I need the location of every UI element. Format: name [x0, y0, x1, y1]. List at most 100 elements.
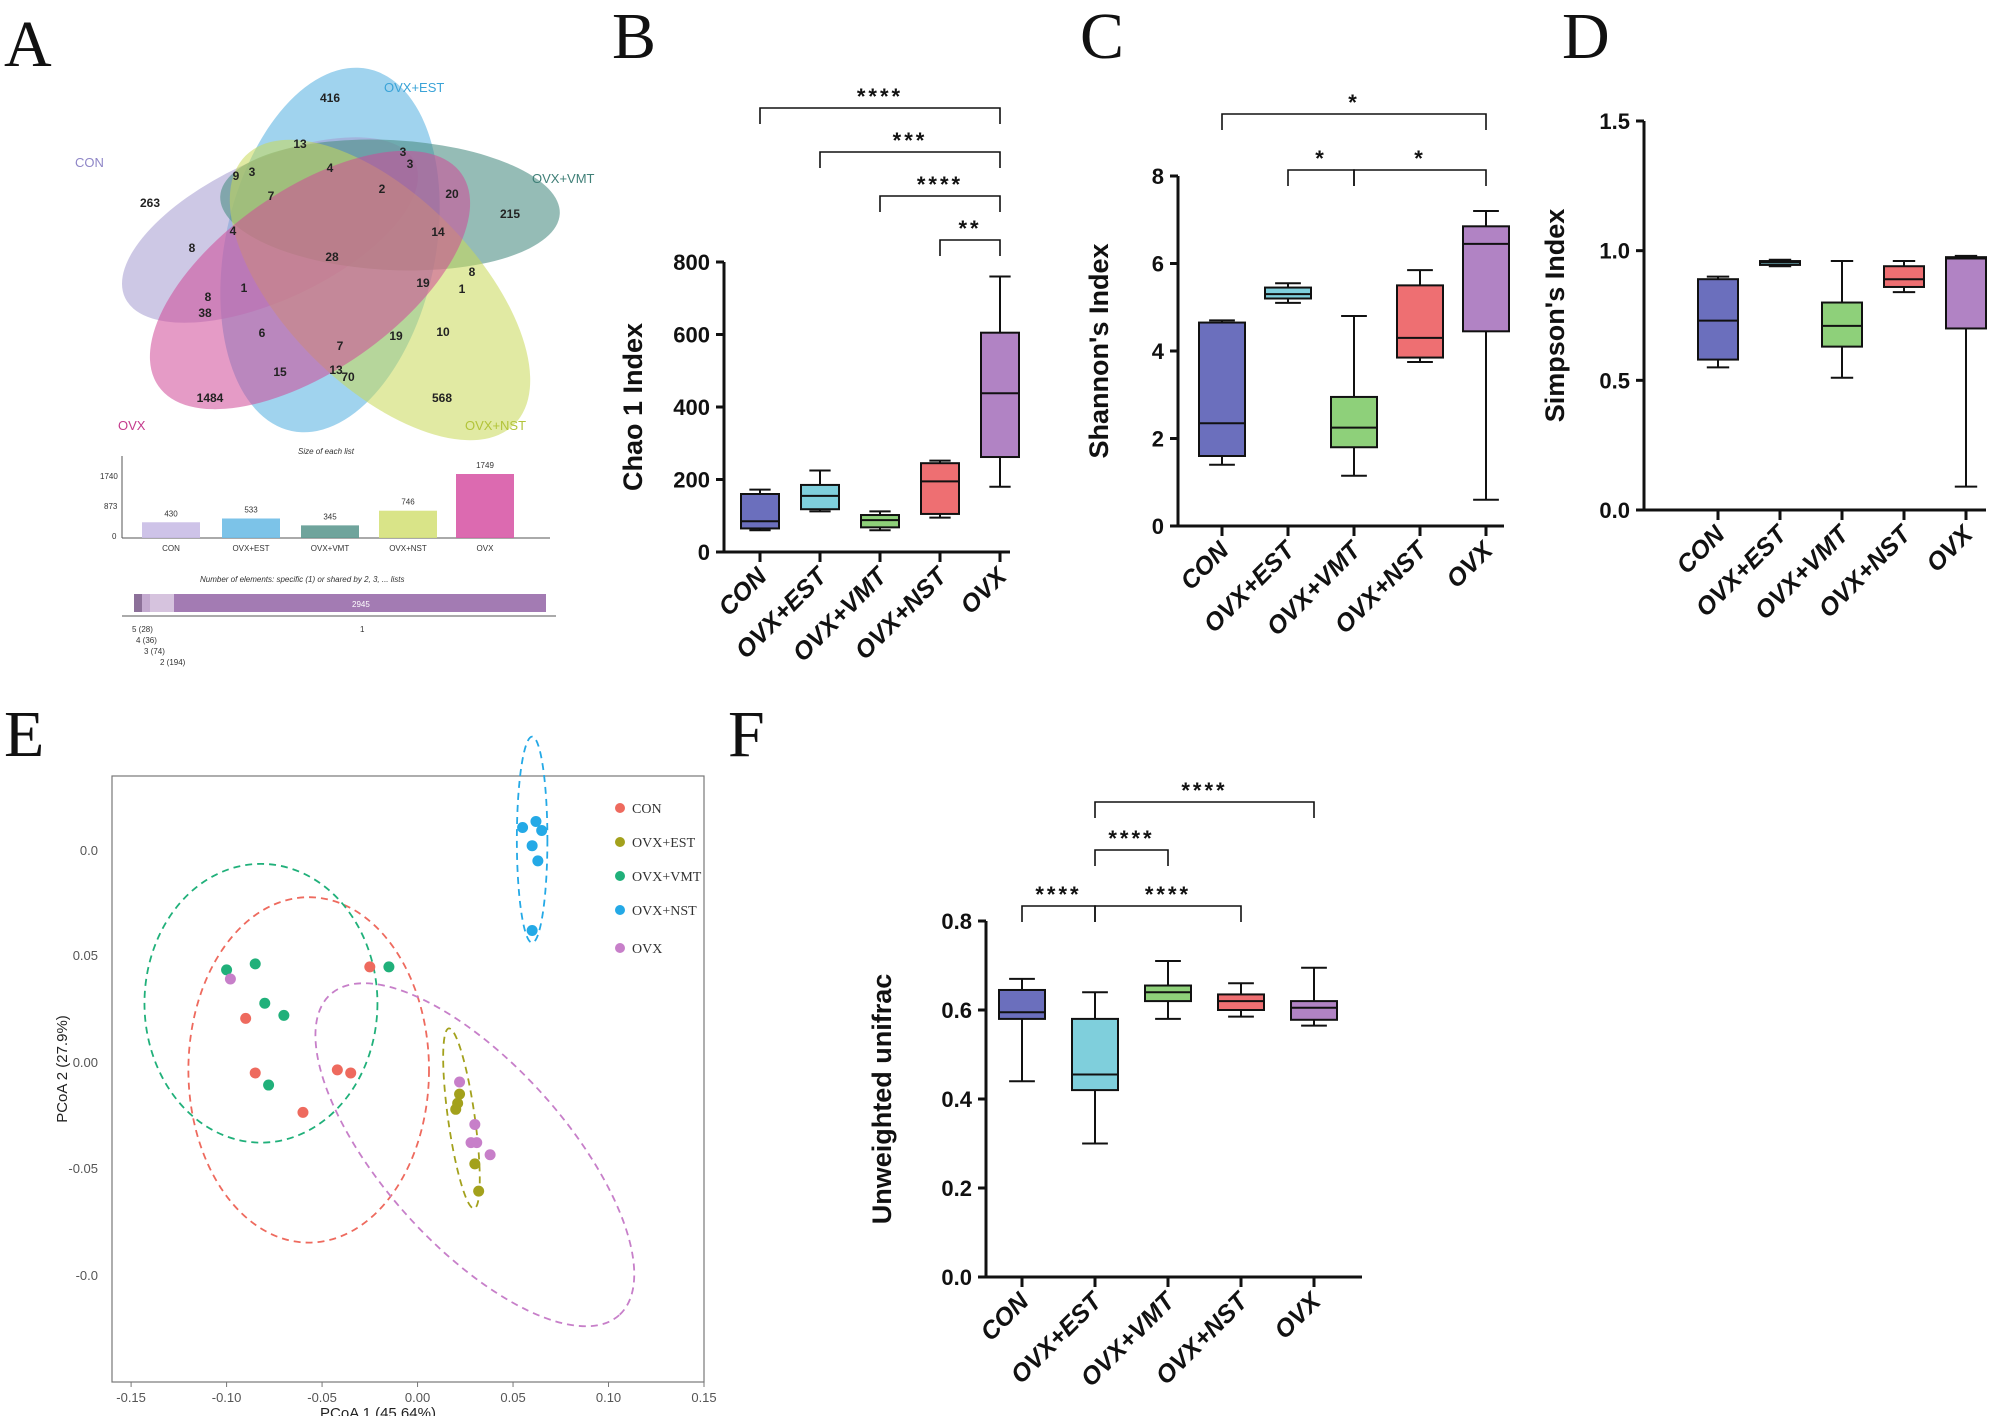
significance-label: **** [857, 84, 903, 109]
venn-number: 1 [241, 281, 248, 295]
venn-number: 28 [325, 250, 339, 264]
box [800, 483, 840, 511]
box [998, 988, 1046, 1020]
venn-number: 2 [379, 182, 386, 196]
x-tick-label: -0.10 [212, 1390, 242, 1405]
venn-shared-legend: 4 (36) [136, 636, 157, 645]
venn-number: 9 [233, 169, 240, 183]
data-point [536, 825, 548, 837]
significance-bracket [1094, 801, 1315, 818]
significance-label: * [1315, 146, 1327, 171]
venn-label-con: CON [75, 155, 104, 170]
venn-shared-seg [150, 594, 174, 612]
venn-number: 1484 [197, 391, 224, 405]
confidence-ellipse [187, 896, 430, 1244]
significance-label: **** [1181, 778, 1227, 803]
y-tick-label: 600 [673, 323, 710, 348]
data-point [224, 973, 236, 985]
venn-shared-seg [142, 594, 150, 612]
box [1821, 301, 1863, 348]
box [740, 493, 780, 530]
data-point [221, 964, 233, 976]
box [1396, 284, 1444, 359]
legend-marker [615, 871, 625, 881]
venn-number: 416 [320, 91, 340, 105]
data-point [484, 1149, 496, 1161]
legend-label: CON [632, 802, 662, 817]
venn-shared-total: 2945 [352, 600, 370, 609]
venn-bars: 430 CON 533 OVX+EST 345 OVX+VMT 746 OVX+NST 1749… [142, 461, 514, 553]
data-point [473, 1185, 485, 1197]
venn-number: 13 [329, 363, 343, 377]
data-point [383, 961, 395, 973]
data-point [278, 1009, 290, 1021]
data-point [469, 1118, 481, 1130]
venn-bar-category: OVX [477, 544, 495, 553]
data-point [454, 1088, 466, 1100]
venn-number: 3 [407, 157, 414, 171]
legend-label: OVX+NST [632, 904, 697, 919]
venn-label-ovx-vmt: OVX+VMT [532, 171, 595, 186]
venn-shared-legend: 3 (74) [144, 647, 165, 656]
x-tick-label: CON [975, 1287, 1035, 1347]
data-point [532, 855, 544, 867]
data-point [530, 815, 542, 827]
y-tick-label: -0.05 [68, 1161, 98, 1176]
significance-bracket [1021, 905, 1096, 922]
data-point [249, 1067, 261, 1079]
box [1945, 256, 1987, 330]
data-point [471, 1137, 483, 1149]
box [1462, 225, 1510, 333]
significance-bracket [879, 195, 1001, 212]
venn-number: 14 [431, 225, 445, 239]
venn-bar-title: Size of each list [298, 447, 355, 456]
box [1883, 265, 1925, 288]
venn-bar [456, 474, 514, 538]
venn-number: 70 [341, 370, 355, 384]
x-tick-label: OVX [955, 562, 1013, 620]
significance-label: **** [1035, 882, 1081, 907]
venn-shared-legend: 5 (28) [132, 625, 153, 634]
y-tick-label: 1.5 [1599, 109, 1630, 134]
venn-bar-value: 746 [401, 498, 415, 507]
venn-diagram: CON OVX+EST OVX+VMT OVX+NST OVX 41613339… [75, 67, 595, 667]
venn-number: 1 [459, 282, 466, 296]
significance-bracket [1287, 169, 1355, 186]
venn-shared-seg [134, 594, 142, 612]
x-tick-label: -0.05 [307, 1390, 337, 1405]
venn-label-ovx: OVX [118, 418, 146, 433]
significance-label: *** [893, 128, 928, 153]
venn-number: 568 [432, 391, 452, 405]
data-point [526, 925, 538, 937]
x-tick-label: 0.00 [405, 1390, 430, 1405]
box [1198, 321, 1246, 457]
significance-label: * [1348, 90, 1360, 115]
confidence-ellipse [143, 862, 379, 1144]
venn-bar-ytick: 873 [104, 502, 118, 511]
data-point [517, 822, 529, 834]
y-tick-label: 0 [698, 540, 710, 565]
plot-frame [111, 775, 705, 1383]
venn-bar [379, 510, 437, 538]
data-point [454, 1076, 466, 1088]
y-axis-title: Chao 1 Index [618, 323, 648, 491]
x-tick-label: 0.10 [596, 1390, 621, 1405]
venn-bar-ytick: 0 [112, 532, 117, 541]
panel-label-e: E [4, 698, 44, 771]
data-point [345, 1067, 357, 1079]
y-tick-label: 0.8 [941, 909, 972, 934]
x-tick-label: OVX [1921, 520, 1979, 578]
venn-number: 20 [445, 187, 459, 201]
chart-pcoa: -0.15 -0.10 -0.05 0.00 0.05 0.10 0.15 0.0 0.05 0.… [54, 735, 717, 1416]
data-point [297, 1106, 309, 1118]
venn-number: 7 [337, 339, 344, 353]
y-axis-title: Unweighted unifrac [867, 974, 897, 1225]
venn-number: 10 [436, 325, 450, 339]
data-point [259, 997, 271, 1009]
venn-bar-value: 430 [164, 509, 178, 518]
y-tick-label: 0.0 [1599, 498, 1630, 523]
significance-bracket [759, 107, 1001, 124]
significance-bracket [1353, 169, 1487, 186]
